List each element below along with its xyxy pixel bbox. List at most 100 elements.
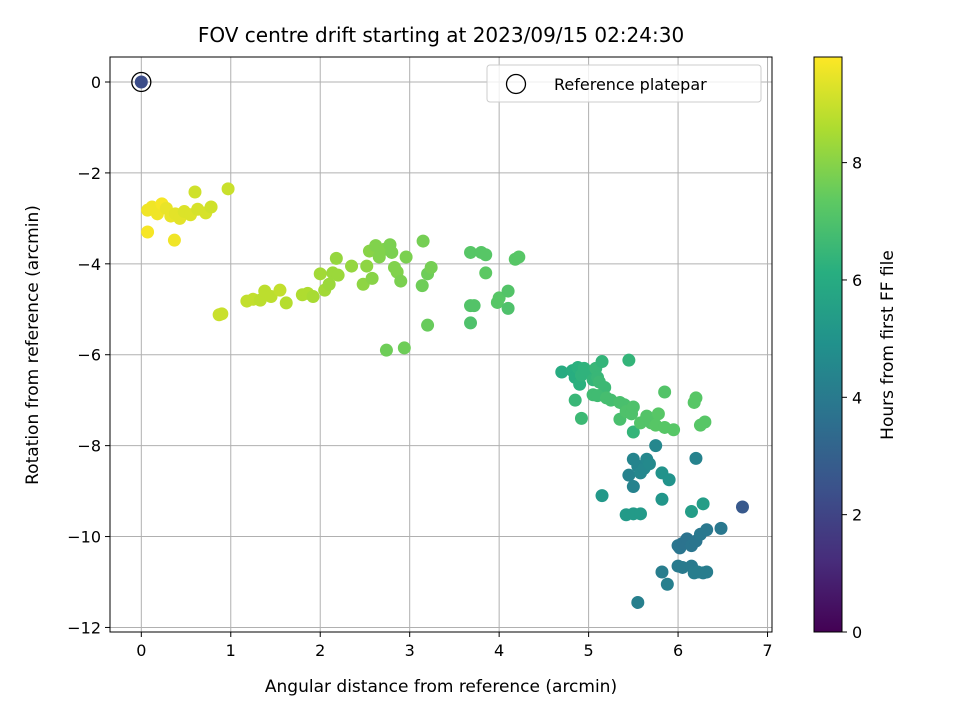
data-point <box>696 497 710 511</box>
data-point <box>622 353 636 367</box>
data-point <box>626 480 640 494</box>
data-point <box>379 343 393 357</box>
reference-marker <box>131 71 152 93</box>
legend-box <box>486 64 762 103</box>
data-point <box>322 277 336 291</box>
data-point <box>689 451 703 465</box>
x-axis-label: Angular distance from reference (arcmin) <box>265 677 617 697</box>
y-axis-label: Rotation from reference (arcmin) <box>23 205 43 485</box>
data-point <box>689 391 703 405</box>
data-point <box>658 385 672 399</box>
data-point <box>662 473 676 487</box>
data-point <box>512 250 526 264</box>
y-tick-label: −12 <box>67 618 101 637</box>
plot-frame <box>109 56 773 633</box>
colorbar-tick-label: 0 <box>852 623 862 642</box>
x-tick-label: 3 <box>405 641 415 660</box>
data-point <box>467 299 481 313</box>
x-tick-label: 0 <box>136 641 146 660</box>
y-tick-label: 0 <box>91 73 101 92</box>
data-point <box>397 341 411 355</box>
data-point <box>633 507 647 521</box>
chart-title: FOV centre drift starting at 2023/09/15 … <box>198 23 684 47</box>
x-tick-label: 7 <box>762 641 772 660</box>
data-point <box>365 271 379 285</box>
data-point <box>649 439 663 453</box>
colorbar-tick-label: 8 <box>852 154 862 173</box>
x-tick-label: 5 <box>584 641 594 660</box>
colorbar <box>813 56 843 633</box>
data-point <box>188 185 202 199</box>
data-point <box>421 318 435 332</box>
data-point <box>568 393 582 407</box>
colorbar-label: Hours from first FF file <box>878 250 898 440</box>
data-point <box>700 565 714 579</box>
data-point <box>313 267 327 281</box>
y-axis-ticks: 0 −2 −4 −6 −8 −10 −12 <box>67 73 110 637</box>
data-point <box>660 577 674 591</box>
data-point <box>141 225 155 239</box>
data-point <box>626 400 640 414</box>
data-point <box>424 260 438 274</box>
colorbar-tick-label: 4 <box>852 388 862 407</box>
data-point <box>416 234 430 248</box>
data-point <box>221 182 235 196</box>
colorbar-tick-label: 6 <box>852 271 862 290</box>
data-point <box>631 595 645 609</box>
data-point <box>415 279 429 293</box>
x-tick-label: 4 <box>494 641 504 660</box>
y-tick-label: −4 <box>77 255 101 274</box>
data-point <box>651 407 665 421</box>
data-point <box>595 355 609 369</box>
data-point <box>167 233 181 247</box>
data-point <box>273 283 287 297</box>
x-axis-ticks: 0 1 2 3 4 5 6 7 <box>136 632 773 660</box>
reference-ring <box>131 71 152 93</box>
data-point <box>595 489 609 503</box>
data-points <box>141 182 749 609</box>
legend: Reference platepar <box>486 64 762 103</box>
data-point <box>700 523 714 537</box>
data-point <box>394 274 408 288</box>
colorbar-tick-label: 2 <box>852 506 862 525</box>
data-point <box>215 307 229 321</box>
y-tick-label: −8 <box>77 437 101 456</box>
data-point <box>501 284 515 298</box>
reference-point <box>134 75 148 89</box>
data-point <box>555 365 569 379</box>
data-point <box>331 268 345 282</box>
legend-label: Reference platepar <box>554 75 707 94</box>
data-point <box>684 505 698 519</box>
x-tick-label: 1 <box>226 641 236 660</box>
y-tick-label: −10 <box>67 528 101 547</box>
x-tick-label: 6 <box>673 641 683 660</box>
colorbar-ticks: 0 2 4 6 8 <box>842 154 862 642</box>
data-point <box>306 290 320 304</box>
data-point <box>574 411 588 425</box>
data-point <box>642 457 656 471</box>
data-point <box>501 301 515 315</box>
data-point <box>479 248 493 262</box>
y-tick-label: −2 <box>77 164 101 183</box>
data-point <box>464 316 478 330</box>
data-point <box>655 492 669 506</box>
data-point <box>714 521 728 535</box>
data-point <box>492 291 506 305</box>
legend-marker <box>505 73 527 95</box>
data-point <box>626 425 640 439</box>
data-point <box>399 250 413 264</box>
data-point <box>360 259 374 273</box>
data-point <box>735 500 749 514</box>
data-point <box>279 296 293 310</box>
data-point <box>385 245 399 259</box>
data-point <box>464 245 478 259</box>
y-tick-label: −6 <box>77 346 101 365</box>
data-point <box>329 251 343 265</box>
data-point <box>345 259 359 273</box>
data-point <box>204 200 218 214</box>
x-tick-label: 2 <box>315 641 325 660</box>
data-point <box>655 565 669 579</box>
data-point <box>479 266 493 280</box>
data-point <box>698 415 712 429</box>
